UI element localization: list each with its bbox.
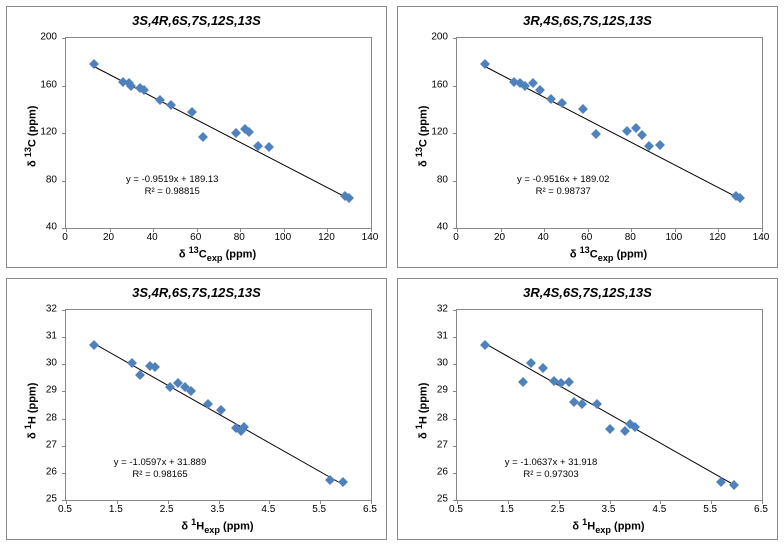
plot-area (65, 309, 372, 501)
y-tick-label: 32 (398, 304, 448, 315)
equation-annotation: y = -1.0637x + 31.918R² = 0.97303 (505, 457, 597, 481)
y-tick-label: 26 (7, 466, 57, 477)
x-tick-label: 40 (147, 232, 158, 243)
data-point-marker (264, 142, 274, 152)
x-tick-label: 6.5 (363, 504, 377, 515)
data-point-marker (637, 130, 647, 140)
x-tick-label: 120 (318, 232, 335, 243)
data-point-marker (518, 377, 528, 387)
x-axis-label: δ 13Cexp (ppm) (456, 245, 761, 263)
data-point-marker (231, 128, 241, 138)
y-axis-label: δ 1H (ppm) (23, 383, 39, 439)
x-tick-label: 3.5 (211, 504, 225, 515)
data-point-marker (735, 193, 745, 203)
x-tick-label: 5.5 (703, 504, 717, 515)
x-tick-label: 0.5 (449, 504, 463, 515)
y-tick-label: 80 (398, 174, 448, 185)
x-tick-label: 0 (453, 232, 459, 243)
chart-title: 3S,4R,6S,7S,12S,13S (7, 285, 386, 300)
chart-title: 3R,4S,6S,7S,12S,13S (398, 13, 777, 28)
y-tick-label: 160 (7, 79, 57, 90)
x-axis-label: δ 1Hexp (ppm) (456, 517, 761, 535)
y-tick-label: 30 (398, 358, 448, 369)
x-tick-label: 80 (234, 232, 245, 243)
x-tick-label: 20 (494, 232, 505, 243)
plot-area (456, 37, 763, 229)
y-axis-label: δ 13C (ppm) (414, 106, 430, 167)
chart-title: 3R,4S,6S,7S,12S,13S (398, 285, 777, 300)
x-tick-label: 140 (362, 232, 379, 243)
data-point-marker (564, 377, 574, 387)
x-tick-label: 100 (666, 232, 683, 243)
equation-annotation: y = -1.0597x + 31.889R² = 0.98165 (114, 457, 206, 481)
x-tick-label: 20 (103, 232, 114, 243)
y-tick-label: 30 (7, 358, 57, 369)
x-tick-label: 2.5 (551, 504, 565, 515)
x-tick-label: 100 (275, 232, 292, 243)
data-point-marker (578, 104, 588, 114)
data-point-marker (198, 132, 208, 142)
x-tick-label: 3.5 (602, 504, 616, 515)
panel-bottom-left: 3S,4R,6S,7S,12S,13S 0.5 1.5 2.5 3.5 4.5 5.5 6.5… (6, 278, 387, 540)
y-tick-label: 160 (398, 79, 448, 90)
x-axis-label: δ 13Cexp (ppm) (65, 245, 370, 263)
data-point-marker (655, 140, 665, 150)
y-tick-label: 25 (7, 494, 57, 505)
y-tick-label: 26 (398, 466, 448, 477)
data-point-marker (89, 340, 99, 350)
x-tick-label: 80 (625, 232, 636, 243)
panel-top-left: 3S,4R,6S,7S,12S,13S 0 20 40 60 80 100 120 140 40 8… (6, 6, 387, 268)
data-point-marker (480, 340, 490, 350)
x-tick-label: 60 (581, 232, 592, 243)
x-tick-label: 1.5 (500, 504, 514, 515)
y-axis-label: δ 13C (ppm) (23, 106, 39, 167)
data-point-marker (338, 477, 348, 487)
y-tick-label: 40 (398, 222, 448, 233)
data-point-marker (591, 129, 601, 139)
y-tick-label: 200 (7, 32, 57, 43)
x-tick-label: 60 (190, 232, 201, 243)
x-tick-label: 120 (709, 232, 726, 243)
chart-title: 3S,4R,6S,7S,12S,13S (7, 13, 386, 28)
y-tick-label: 200 (398, 32, 448, 43)
equation-annotation: y = -0.9519x + 189.13R² = 0.98815 (126, 174, 218, 198)
x-axis-label: δ 1Hexp (ppm) (65, 517, 370, 535)
y-tick-label: 40 (7, 222, 57, 233)
y-tick-label: 27 (398, 439, 448, 450)
y-tick-label: 32 (7, 304, 57, 315)
x-tick-label: 6.5 (754, 504, 768, 515)
data-point-marker (538, 363, 548, 373)
y-tick-label: 80 (7, 174, 57, 185)
panel-top-right: 3R,4S,6S,7S,12S,13S 0 20 40 60 80 100 120 140 40 8… (397, 6, 778, 268)
y-tick-label: 31 (398, 331, 448, 342)
equation-annotation: y = -0.9516x + 189.02R² = 0.98737 (517, 174, 609, 198)
y-axis-label: δ 1H (ppm) (414, 383, 430, 439)
x-tick-label: 2.5 (160, 504, 174, 515)
x-tick-label: 5.5 (312, 504, 326, 515)
x-tick-label: 4.5 (261, 504, 275, 515)
x-tick-label: 0 (62, 232, 68, 243)
x-tick-label: 4.5 (652, 504, 666, 515)
data-point-marker (729, 480, 739, 490)
y-tick-label: 25 (398, 494, 448, 505)
plot-area (456, 309, 763, 501)
plot-area (65, 37, 372, 229)
x-tick-label: 0.5 (58, 504, 72, 515)
x-tick-label: 1.5 (109, 504, 123, 515)
data-point-marker (605, 424, 615, 434)
x-tick-label: 40 (538, 232, 549, 243)
data-point-marker (592, 399, 602, 409)
panel-bottom-right: 3R,4S,6S,7S,12S,13S 0.5 1.5 2.5 3.5 4.5 5.5 6.5… (397, 278, 778, 540)
data-point-marker (344, 193, 354, 203)
chart-grid: 3S,4R,6S,7S,12S,13S 0 20 40 60 80 100 120 140 40 8… (0, 0, 784, 546)
x-tick-label: 140 (753, 232, 770, 243)
y-tick-label: 27 (7, 439, 57, 450)
y-tick-label: 31 (7, 331, 57, 342)
